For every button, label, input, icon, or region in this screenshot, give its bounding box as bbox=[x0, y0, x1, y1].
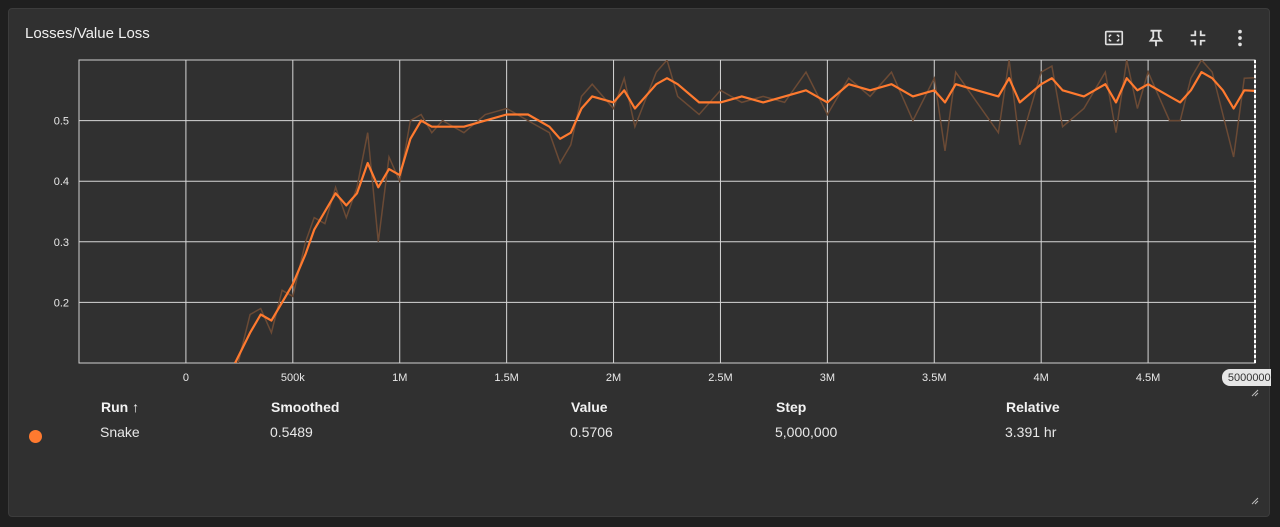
more-vert-icon bbox=[1238, 29, 1242, 47]
y-tick-label: 0.2 bbox=[54, 297, 69, 309]
line-chart[interactable]: 0 500k 1M 1.5M 2M 2.5M 3M 3.5M 4M 4.5M 0.2 0.3 0.4 0.… bbox=[9, 9, 1271, 389]
y-tick-label: 0.5 bbox=[54, 116, 69, 128]
smoothed-value: 0.5489 bbox=[270, 424, 313, 440]
card-title: Losses/Value Loss bbox=[25, 25, 150, 42]
x-tick-label: 3.5M bbox=[922, 372, 946, 384]
step-cursor-label: 5000000 × bbox=[1228, 372, 1271, 384]
step-cursor-chip[interactable]: 5000000 × bbox=[1222, 369, 1271, 386]
series-smoothed-line bbox=[234, 70, 1255, 363]
card-toolbar bbox=[1097, 21, 1257, 55]
series-raw-line bbox=[237, 60, 1255, 363]
collapse-icon bbox=[1190, 30, 1206, 46]
x-tick-label: 1M bbox=[392, 372, 407, 384]
chart-card: Losses/Value Loss 0 500k 1M 1.5M 2M 2.5M 3M 3.5… bbox=[8, 8, 1271, 517]
header-step: Step bbox=[776, 399, 807, 415]
table-header: Run ↑ Smoothed Value Step Relative bbox=[9, 399, 1271, 423]
x-tick-label: 4.5M bbox=[1136, 372, 1160, 384]
run-color-dot bbox=[29, 430, 42, 443]
x-tick-label: 1.5M bbox=[494, 372, 518, 384]
table-resize-handle[interactable] bbox=[1249, 495, 1259, 505]
run-name: Snake bbox=[100, 424, 140, 440]
x-tick-label: 500k bbox=[281, 372, 305, 384]
y-tick-label: 0.3 bbox=[54, 237, 69, 249]
header-value: Value bbox=[571, 399, 608, 415]
y-tick-label: 0.4 bbox=[54, 176, 69, 188]
x-tick-label: 0 bbox=[183, 372, 189, 384]
header-relative: Relative bbox=[1006, 399, 1060, 415]
x-tick-label: 4M bbox=[1034, 372, 1049, 384]
pin-icon bbox=[1148, 29, 1164, 47]
chart-resize-handle[interactable] bbox=[1249, 387, 1259, 397]
pin-button[interactable] bbox=[1139, 21, 1173, 55]
more-button[interactable] bbox=[1223, 21, 1257, 55]
header-run[interactable]: Run ↑ bbox=[101, 399, 140, 415]
x-tick-label: 2.5M bbox=[708, 372, 732, 384]
fit-to-data-icon bbox=[1104, 30, 1124, 46]
x-tick-label: 2M bbox=[606, 372, 621, 384]
table-row: Snake 0.5489 0.5706 5,000,000 3.391 hr bbox=[9, 424, 1271, 448]
step-value: 5,000,000 bbox=[775, 424, 838, 440]
relative-time: 3.391 hr bbox=[1005, 424, 1057, 440]
plot-frame bbox=[78, 59, 1256, 364]
raw-value: 0.5706 bbox=[570, 424, 613, 440]
header-smoothed: Smoothed bbox=[271, 399, 340, 415]
fit-domain-button[interactable] bbox=[1097, 21, 1131, 55]
collapse-button[interactable] bbox=[1181, 21, 1215, 55]
x-tick-label: 3M bbox=[820, 372, 835, 384]
